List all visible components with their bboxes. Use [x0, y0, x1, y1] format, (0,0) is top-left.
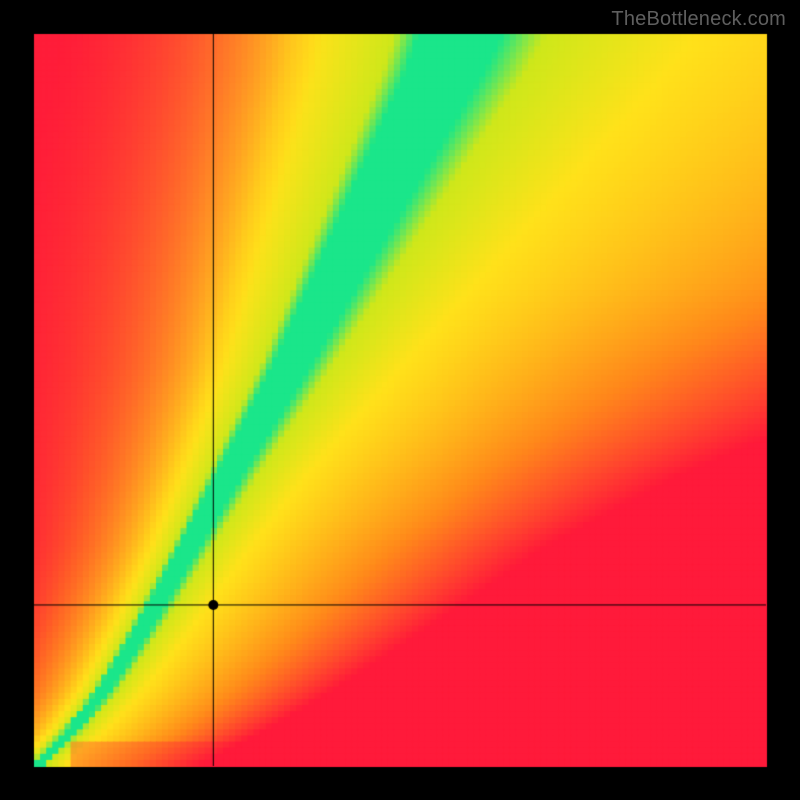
- chart-container: TheBottleneck.com: [0, 0, 800, 800]
- watermark-text: TheBottleneck.com: [611, 8, 786, 31]
- heatmap-canvas: [0, 0, 800, 800]
